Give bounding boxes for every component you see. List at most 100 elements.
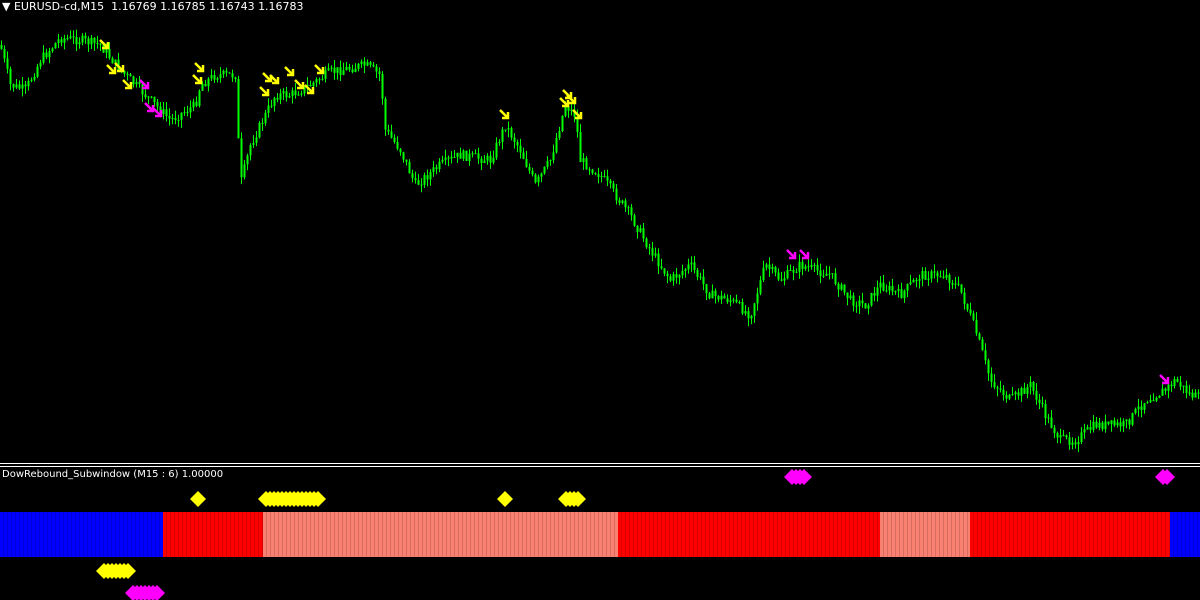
arrow-shape bbox=[572, 109, 583, 120]
indicator-subwindow[interactable] bbox=[0, 462, 1200, 600]
candle-body bbox=[579, 131, 582, 163]
candle-body bbox=[429, 172, 432, 180]
candle-body bbox=[603, 176, 606, 178]
histogram-bar bbox=[558, 512, 559, 557]
histogram-bar bbox=[777, 512, 778, 557]
histogram-bar bbox=[250, 512, 251, 557]
histogram-bar bbox=[809, 512, 810, 557]
histogram-bar bbox=[993, 512, 994, 557]
candle-body bbox=[840, 284, 843, 290]
histogram-bar bbox=[916, 512, 919, 557]
arrow-shape bbox=[1159, 374, 1170, 385]
window-separator[interactable] bbox=[0, 463, 1200, 464]
candle-body bbox=[753, 303, 756, 316]
candle-body bbox=[432, 167, 435, 173]
arrow-shape bbox=[559, 97, 570, 108]
candle-body bbox=[1197, 392, 1200, 394]
histogram-bar bbox=[896, 512, 899, 557]
histogram-bar bbox=[578, 512, 579, 557]
histogram-bar bbox=[706, 512, 709, 557]
histogram-bar bbox=[148, 512, 151, 557]
candle-body bbox=[363, 61, 366, 66]
histogram-bar bbox=[1113, 512, 1114, 557]
window-separator[interactable] bbox=[0, 466, 1200, 467]
candle-body bbox=[687, 264, 690, 270]
histogram-bar bbox=[494, 512, 495, 557]
histogram-bar bbox=[510, 512, 511, 557]
candle-body bbox=[891, 285, 894, 292]
buy-arrow-icon bbox=[259, 86, 270, 97]
histogram-bar bbox=[869, 512, 870, 557]
histogram-bar bbox=[865, 512, 866, 557]
candle-body bbox=[1086, 427, 1089, 430]
histogram-bar bbox=[1038, 512, 1041, 557]
histogram-bar bbox=[490, 512, 491, 557]
candle-body bbox=[915, 279, 918, 281]
histogram-bar bbox=[183, 512, 186, 557]
histogram-bar bbox=[665, 512, 666, 557]
histogram-bar bbox=[331, 512, 334, 557]
histogram-bar bbox=[1109, 512, 1110, 557]
histogram-bar bbox=[439, 512, 442, 557]
candle-body bbox=[786, 270, 789, 279]
histogram-bar bbox=[1073, 512, 1074, 557]
candle-body bbox=[0, 45, 3, 49]
histogram-bar bbox=[670, 512, 673, 557]
arrow-shape bbox=[152, 107, 163, 118]
candle-body bbox=[183, 112, 186, 114]
histogram-bar bbox=[175, 512, 178, 557]
histogram-bar bbox=[251, 512, 254, 557]
histogram-bar bbox=[159, 512, 160, 557]
histogram-bar bbox=[963, 512, 964, 557]
candle-body bbox=[849, 295, 852, 299]
histogram-bar bbox=[387, 512, 390, 557]
histogram-bar bbox=[83, 512, 84, 557]
candle-body bbox=[1110, 420, 1113, 424]
candle-body bbox=[66, 38, 69, 40]
candle-body bbox=[939, 276, 942, 278]
histogram-bar bbox=[11, 512, 12, 557]
histogram-bar bbox=[1150, 512, 1153, 557]
candle-body bbox=[339, 67, 342, 75]
candle-body bbox=[780, 279, 783, 281]
histogram-bar bbox=[935, 512, 936, 557]
candle-body bbox=[714, 290, 717, 296]
candle-body bbox=[747, 311, 750, 319]
histogram-bar bbox=[482, 512, 483, 557]
chart-header: ▼ EURUSD-cd,M15 1.16769 1.16785 1.16743 … bbox=[2, 0, 307, 13]
histogram-bar bbox=[888, 512, 891, 557]
candle-body bbox=[1119, 422, 1122, 427]
histogram-bar bbox=[1170, 512, 1173, 557]
histogram-bar bbox=[947, 512, 948, 557]
buy-arrow-icon bbox=[566, 94, 577, 105]
histogram-bar bbox=[834, 512, 837, 557]
arrow-shape bbox=[106, 64, 117, 75]
histogram-bar bbox=[295, 512, 298, 557]
histogram-bar bbox=[48, 512, 51, 557]
histogram-bar bbox=[1081, 512, 1082, 557]
candle-body bbox=[240, 138, 243, 178]
candle-body bbox=[381, 73, 384, 99]
candle-body bbox=[264, 112, 267, 124]
histogram-bar bbox=[1058, 512, 1061, 557]
candle-body bbox=[468, 153, 471, 161]
histogram-bar bbox=[275, 512, 278, 557]
candle-body bbox=[630, 207, 633, 216]
candle-body bbox=[645, 238, 648, 248]
histogram-bar bbox=[12, 512, 15, 557]
histogram-bar bbox=[1130, 512, 1133, 557]
histogram-bar bbox=[215, 512, 218, 557]
candle-body bbox=[1011, 394, 1014, 396]
histogram-bar bbox=[395, 512, 398, 557]
histogram-bar bbox=[139, 512, 140, 557]
histogram-bar bbox=[1166, 512, 1169, 557]
histogram-bar bbox=[254, 512, 255, 557]
histogram-bar bbox=[40, 512, 43, 557]
histogram-bar bbox=[32, 512, 35, 557]
histogram-bar bbox=[143, 512, 144, 557]
buy-arrow-icon bbox=[99, 39, 110, 50]
price-chart[interactable] bbox=[0, 0, 1200, 462]
histogram-bar bbox=[874, 512, 877, 557]
candle-body bbox=[816, 264, 819, 271]
histogram-bar bbox=[769, 512, 770, 557]
